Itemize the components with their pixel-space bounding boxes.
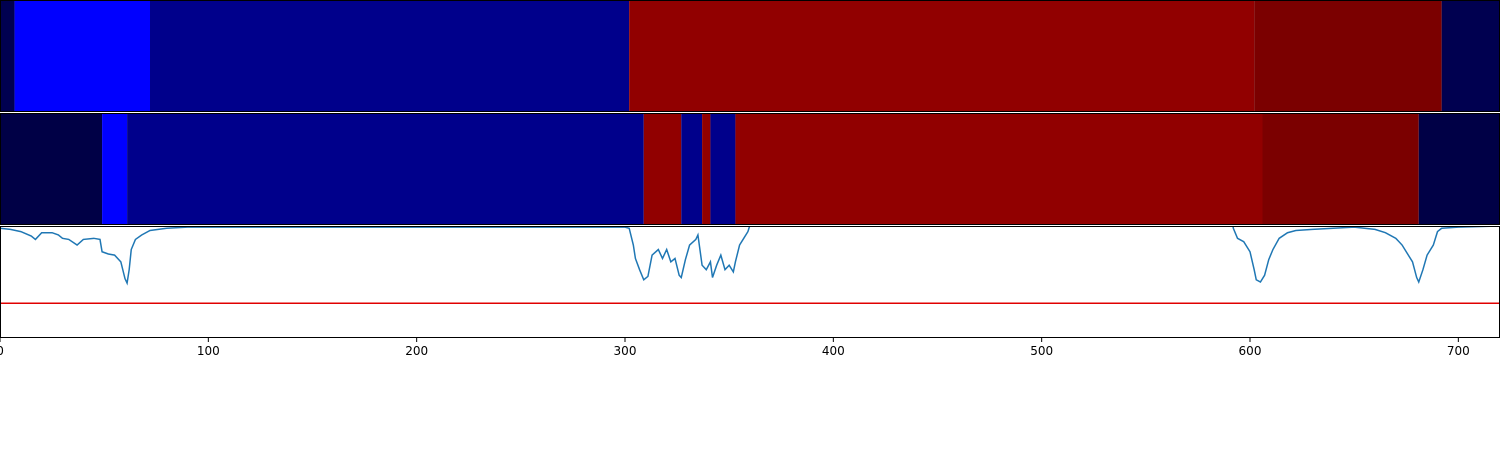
plot-area — [0, 226, 1500, 286]
x-tick-label: 200 — [405, 344, 428, 358]
segment — [0, 113, 103, 225]
segment — [629, 0, 1255, 112]
x-tick-label: 600 — [1239, 344, 1262, 358]
data-line — [0, 226, 1500, 286]
segment — [1418, 113, 1500, 225]
x-tick-label: 400 — [822, 344, 845, 358]
segment — [102, 113, 128, 225]
segment — [710, 113, 736, 225]
panel-frame — [0, 226, 1500, 338]
segment — [1441, 0, 1500, 112]
x-tick-label: 0 — [0, 344, 4, 358]
segment — [1262, 113, 1419, 225]
segment — [14, 0, 151, 112]
segment — [0, 0, 15, 112]
segment — [643, 113, 682, 225]
x-tick-label: 700 — [1447, 344, 1470, 358]
segment — [681, 113, 703, 225]
x-tick-label: 100 — [197, 344, 220, 358]
x-tick-label: 500 — [1030, 344, 1053, 358]
segment — [127, 113, 644, 225]
segment — [735, 113, 1263, 225]
segment — [150, 0, 630, 112]
x-tick-label: 300 — [614, 344, 637, 358]
segment — [702, 113, 711, 225]
segment — [1254, 0, 1442, 112]
